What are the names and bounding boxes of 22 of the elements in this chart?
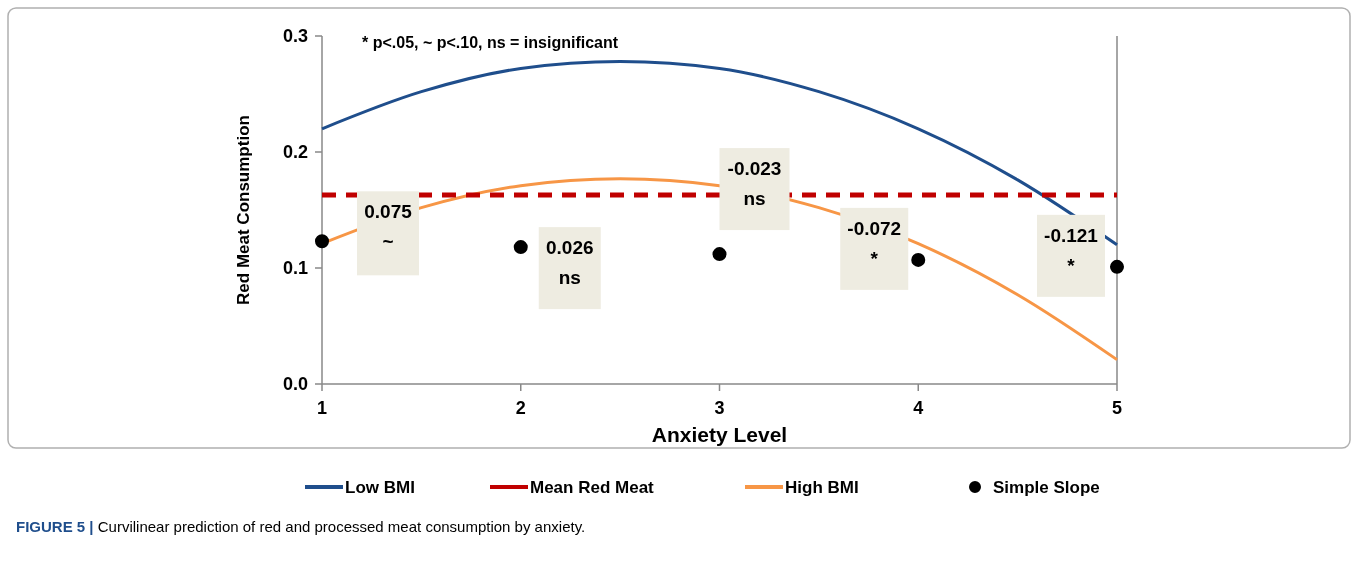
x-tick-label: 3 <box>714 398 725 418</box>
x-axis-title: Anxiety Level <box>651 423 788 446</box>
caption: FIGURE 5 | Curvilinear prediction of red and processed meat consumption by anxiety. <box>16 518 586 535</box>
legend-label: Low BMI <box>345 477 415 497</box>
annotation: -0.072 * <box>847 217 902 269</box>
x-tick-label: 4 <box>913 398 924 418</box>
x-tick-label: 5 <box>1111 398 1123 418</box>
y-tick-label: 0.1 <box>282 258 308 279</box>
y-tick-label: 0.0 <box>282 374 308 395</box>
legend-label: Simple Slope <box>993 477 1100 497</box>
y-axis-title: Red Meat Consumption <box>234 115 253 305</box>
legend-label: Mean Red Meat <box>530 477 655 497</box>
annotation: * p<.05, ~ p<.10, ns = insignificant <box>362 34 619 51</box>
x-tick-label: 1 <box>316 398 328 418</box>
annotation: 0.026 ns <box>545 237 594 289</box>
legend-label: High BMI <box>785 477 859 497</box>
annotation: 0.075 ~ <box>364 201 413 253</box>
annotation: -0.121 * <box>1044 224 1099 276</box>
y-tick-label: 0.3 <box>282 26 308 47</box>
y-tick-label: 0.2 <box>282 142 308 163</box>
annotation: -0.023 ns <box>727 158 782 210</box>
x-tick-label: 2 <box>515 398 526 418</box>
